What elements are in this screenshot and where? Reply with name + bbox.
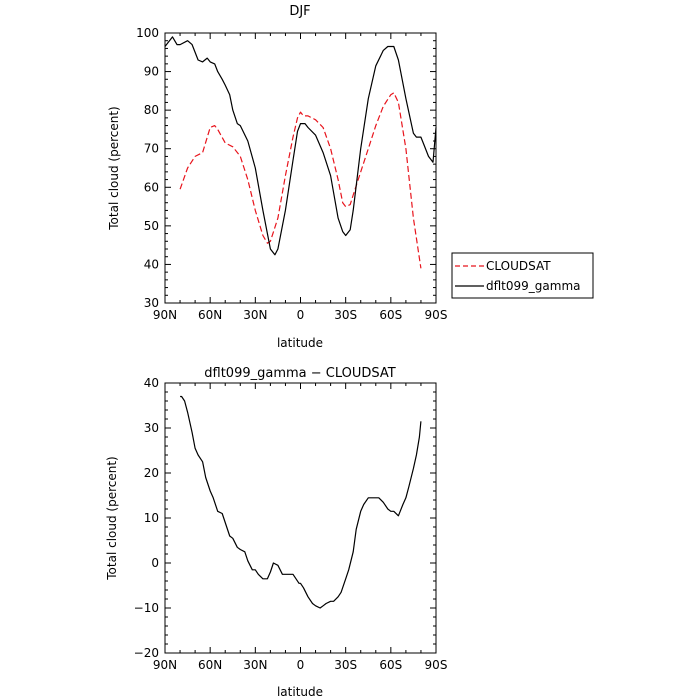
x-tick-label: 30N — [243, 658, 267, 672]
series-line-difference — [180, 395, 422, 609]
y-tick-label: 80 — [144, 103, 159, 117]
y-tick-label: 100 — [136, 26, 159, 40]
y-axis-title: Total cloud (percent) — [107, 106, 121, 230]
y-tick-label: 60 — [144, 180, 159, 194]
x-tick-label: 90N — [153, 658, 177, 672]
y-tick-label: 40 — [144, 257, 159, 271]
legend-box — [451, 252, 594, 299]
series-line-cloudsat — [179, 92, 422, 269]
y-tick-label: 40 — [144, 376, 159, 390]
chart-title: dflt099_gamma − CLOUDSAT — [204, 366, 396, 381]
x-tick-label: 60S — [379, 308, 402, 322]
y-tick-label: 90 — [144, 65, 159, 79]
y-tick-label: −20 — [134, 646, 159, 660]
legend: CLOUDSAT dflt099_gamma — [451, 252, 594, 299]
y-tick-label: 0 — [151, 556, 159, 570]
chart-djf: DJF 90N 60N 30N 0 30S 60S 90S 30 40 50 60 70 80 90 100… — [107, 4, 447, 350]
x-tick-label: 30S — [334, 308, 357, 322]
y-axis-title: Total cloud (percent) — [105, 456, 119, 580]
x-tick-label: 90S — [425, 308, 448, 322]
x-tick-label: 90S — [425, 658, 448, 672]
legend-label-dflt099-gamma: dflt099_gamma — [486, 279, 581, 293]
y-tick-label: 30 — [144, 296, 159, 310]
plot-frame — [164, 382, 437, 654]
y-tick-label: 30 — [144, 421, 159, 435]
legend-label-cloudsat: CLOUDSAT — [486, 259, 551, 273]
x-tick-label: 30N — [243, 308, 267, 322]
x-tick-label: 0 — [297, 308, 305, 322]
x-tick-label: 90N — [153, 308, 177, 322]
series-line-dflt099-gamma — [164, 36, 437, 256]
x-axis-title: latitude — [277, 336, 323, 350]
y-tick-label: 50 — [144, 219, 159, 233]
x-tick-label: 60N — [198, 308, 222, 322]
y-tick-label: −10 — [134, 601, 159, 615]
y-tick-label: 10 — [144, 511, 159, 525]
x-tick-label: 30S — [334, 658, 357, 672]
y-tick-label: 70 — [144, 142, 159, 156]
x-tick-label: 60S — [379, 658, 402, 672]
x-tick-label: 60N — [198, 658, 222, 672]
y-tick-label: 20 — [144, 466, 159, 480]
x-tick-label: 0 — [297, 658, 305, 672]
plot-frame — [164, 32, 437, 304]
x-axis-title: latitude — [277, 685, 323, 699]
chart-difference: dflt099_gamma − CLOUDSAT 90N 60N 30N 0 30S 60… — [105, 366, 447, 699]
chart-title: DJF — [289, 4, 310, 19]
